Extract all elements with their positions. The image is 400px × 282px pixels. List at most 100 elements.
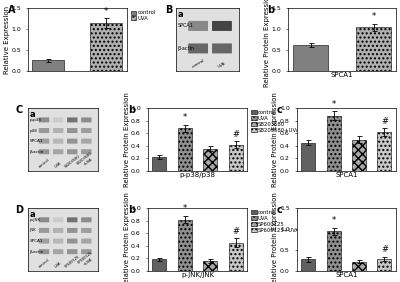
FancyBboxPatch shape <box>39 128 49 133</box>
Bar <box>293 45 328 71</box>
Text: *: * <box>332 100 336 109</box>
Legend: control, UVA, SB203580, SB203580+UVA: control, UVA, SB203580, SB203580+UVA <box>251 110 301 133</box>
Text: a: a <box>30 110 35 119</box>
Text: control: control <box>191 58 205 69</box>
FancyBboxPatch shape <box>188 43 208 53</box>
Text: SPCA1: SPCA1 <box>30 239 43 243</box>
FancyBboxPatch shape <box>67 228 78 233</box>
Bar <box>152 259 166 271</box>
Text: #: # <box>381 246 388 254</box>
Bar <box>356 27 391 71</box>
Bar <box>301 143 315 171</box>
Text: *: * <box>332 216 336 225</box>
Bar <box>32 61 64 71</box>
Text: a: a <box>177 10 183 19</box>
FancyBboxPatch shape <box>53 128 63 133</box>
FancyBboxPatch shape <box>53 139 63 144</box>
Y-axis label: Relative Protein Expression: Relative Protein Expression <box>272 192 278 282</box>
Text: B: B <box>165 5 172 15</box>
Text: UVA: UVA <box>54 261 62 269</box>
Text: β-actin: β-actin <box>177 46 194 51</box>
FancyBboxPatch shape <box>81 228 92 233</box>
Bar <box>178 219 192 271</box>
Bar <box>352 262 366 271</box>
FancyBboxPatch shape <box>39 228 49 233</box>
FancyBboxPatch shape <box>53 249 63 254</box>
Bar <box>90 23 122 71</box>
Bar <box>152 157 166 171</box>
Legend: control, UVA: control, UVA <box>130 10 156 22</box>
Text: β-actin: β-actin <box>30 250 44 254</box>
Text: #: # <box>381 117 388 126</box>
Text: control: control <box>38 158 50 169</box>
Text: #: # <box>232 227 239 236</box>
X-axis label: p-JNK/JNK: p-JNK/JNK <box>181 272 214 278</box>
Bar <box>326 116 340 171</box>
FancyBboxPatch shape <box>67 149 78 154</box>
Bar <box>301 259 315 271</box>
Text: SP600125
+UVA: SP600125 +UVA <box>76 251 96 269</box>
FancyBboxPatch shape <box>67 239 78 244</box>
FancyBboxPatch shape <box>212 43 232 53</box>
FancyBboxPatch shape <box>67 139 78 144</box>
FancyBboxPatch shape <box>81 217 92 222</box>
Text: JNK: JNK <box>30 228 36 232</box>
FancyBboxPatch shape <box>53 217 63 222</box>
Text: β-actin: β-actin <box>30 150 44 154</box>
FancyBboxPatch shape <box>81 128 92 133</box>
FancyBboxPatch shape <box>212 21 232 31</box>
Bar <box>178 128 192 171</box>
Bar <box>352 140 366 171</box>
Text: SB203580
+UVA: SB203580 +UVA <box>76 151 96 169</box>
X-axis label: SPCA1: SPCA1 <box>335 272 358 278</box>
Text: *: * <box>372 12 376 21</box>
Bar <box>378 132 392 171</box>
FancyBboxPatch shape <box>39 239 49 244</box>
Y-axis label: Relative Protein Expression: Relative Protein Expression <box>264 0 270 87</box>
FancyBboxPatch shape <box>81 149 92 154</box>
Text: b: b <box>128 105 135 114</box>
Text: *: * <box>183 204 187 213</box>
Legend: control, UVA, SP600125, SP600125+UVA: control, UVA, SP600125, SP600125+UVA <box>251 210 300 233</box>
Text: SPCA1: SPCA1 <box>177 23 193 28</box>
X-axis label: SPCA1: SPCA1 <box>335 172 358 178</box>
Text: a: a <box>30 210 35 219</box>
FancyBboxPatch shape <box>81 139 92 144</box>
Y-axis label: Relative Protein Expression: Relative Protein Expression <box>124 92 130 187</box>
Text: A: A <box>8 5 16 15</box>
FancyBboxPatch shape <box>67 117 78 122</box>
Text: *: * <box>104 6 108 16</box>
FancyBboxPatch shape <box>39 217 49 222</box>
FancyBboxPatch shape <box>53 117 63 122</box>
Text: UVA: UVA <box>217 61 227 69</box>
Bar <box>229 145 243 171</box>
FancyBboxPatch shape <box>67 217 78 222</box>
FancyBboxPatch shape <box>67 249 78 254</box>
FancyBboxPatch shape <box>53 228 63 233</box>
Text: C: C <box>15 105 22 114</box>
FancyBboxPatch shape <box>39 139 49 144</box>
Text: D: D <box>15 204 23 215</box>
Bar <box>326 231 340 271</box>
Text: *: * <box>183 113 187 122</box>
Bar <box>203 261 217 271</box>
FancyBboxPatch shape <box>53 149 63 154</box>
FancyBboxPatch shape <box>188 21 208 31</box>
Text: p-JNK: p-JNK <box>30 218 40 222</box>
Text: c: c <box>277 204 282 215</box>
X-axis label: SPCA1: SPCA1 <box>331 72 353 78</box>
Text: SB203580: SB203580 <box>64 154 81 169</box>
FancyBboxPatch shape <box>39 117 49 122</box>
FancyBboxPatch shape <box>53 239 63 244</box>
Text: UVA: UVA <box>54 161 62 169</box>
Y-axis label: Relative Protein Expression: Relative Protein Expression <box>124 192 130 282</box>
FancyBboxPatch shape <box>81 249 92 254</box>
Text: c: c <box>277 105 282 114</box>
Y-axis label: Relative Expression: Relative Expression <box>4 6 10 74</box>
FancyBboxPatch shape <box>81 239 92 244</box>
FancyBboxPatch shape <box>81 117 92 122</box>
Bar <box>378 259 392 271</box>
Text: p-p38: p-p38 <box>30 118 42 122</box>
Text: control: control <box>38 258 50 269</box>
Text: p38: p38 <box>30 129 37 133</box>
